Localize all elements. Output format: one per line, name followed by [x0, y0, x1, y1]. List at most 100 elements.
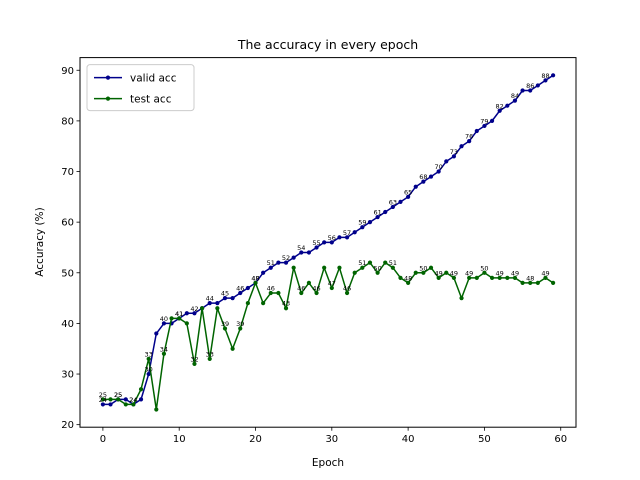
data-point: [314, 290, 319, 296]
data-point: [367, 260, 373, 265]
data-point: [482, 270, 487, 275]
data-point: [344, 290, 350, 296]
data-point: [520, 88, 525, 93]
data-label: 73: [450, 148, 458, 156]
x-axis-ticks: 0 10 20 30 40 50 60: [100, 427, 567, 445]
data-point: [551, 280, 556, 286]
data-point: [383, 209, 388, 215]
x-tick-label: 60: [554, 434, 567, 445]
data-label: 49: [465, 269, 473, 277]
data-label: 39: [236, 320, 244, 328]
data-label: 45: [221, 290, 229, 298]
data-label: 47: [328, 279, 336, 287]
data-point: [428, 174, 434, 179]
data-point: [535, 280, 540, 286]
data-point: [154, 407, 159, 412]
data-point: [421, 270, 426, 275]
data-point: [406, 280, 411, 286]
data-label: 44: [206, 295, 214, 303]
data-point: [352, 270, 357, 275]
data-point: [497, 275, 502, 280]
data-point: [383, 260, 388, 265]
chart-title: The accuracy in every epoch: [237, 37, 418, 52]
data-label: 25: [99, 391, 107, 399]
data-label: 84: [511, 92, 519, 100]
data-label: 51: [389, 259, 397, 267]
data-point: [505, 275, 510, 280]
data-label: 51: [358, 259, 366, 267]
data-label: 55: [312, 239, 320, 247]
data-label: 49: [511, 269, 519, 277]
data-label: 40: [160, 315, 168, 323]
data-label: 25: [114, 391, 122, 399]
y-tick-label: 80: [61, 116, 74, 127]
x-tick-label: 20: [249, 434, 262, 445]
data-labels: 2425243040414244454648515254555657596163…: [99, 72, 550, 404]
data-point: [329, 240, 334, 245]
data-label: 39: [221, 320, 229, 328]
legend-entry: test acc: [130, 94, 172, 106]
data-point: [322, 240, 327, 245]
data-point: [131, 402, 136, 407]
data-point: [138, 387, 144, 392]
data-label: 56: [328, 234, 336, 242]
data-point: [459, 295, 464, 301]
data-point: [436, 275, 441, 280]
data-label: 48: [251, 274, 259, 282]
legend-marker: [105, 96, 111, 101]
data-point: [261, 301, 266, 306]
data-label: 49: [496, 269, 504, 277]
data-point: [276, 290, 281, 296]
data-label: 34: [160, 345, 168, 353]
data-point: [161, 351, 167, 356]
data-label: 79: [480, 117, 488, 125]
data-point: [482, 123, 487, 129]
data-point: [108, 397, 113, 402]
data-label: 51: [267, 259, 275, 267]
data-label: 49: [541, 269, 549, 277]
data-point: [467, 139, 472, 144]
data-point: [215, 306, 220, 311]
data-point: [413, 184, 418, 189]
data-point: [360, 225, 365, 230]
data-point: [467, 275, 472, 280]
data-point: [314, 245, 319, 250]
data-point: [222, 295, 228, 301]
data-label: 49: [435, 269, 443, 277]
data-label: 65: [404, 188, 412, 196]
data-point: [184, 311, 189, 316]
data-label: 76: [465, 133, 473, 141]
data-label: 33: [206, 350, 214, 358]
data-label: 46: [343, 285, 351, 293]
data-point: [474, 128, 479, 134]
data-point: [375, 214, 380, 220]
data-label: 50: [480, 264, 488, 272]
data-point: [123, 397, 128, 402]
data-label: 33: [145, 350, 153, 358]
data-point: [390, 204, 395, 210]
data-point: [444, 270, 449, 275]
data-point: [451, 154, 457, 159]
data-point: [268, 265, 273, 270]
data-label: 48: [251, 274, 259, 282]
data-point: [337, 235, 342, 240]
data-label: 46: [297, 285, 305, 293]
data-point: [543, 78, 548, 83]
data-point: [123, 402, 128, 407]
data-point: [268, 290, 273, 296]
data-label: 30: [145, 366, 153, 374]
data-point: [261, 270, 266, 275]
x-tick-label: 10: [173, 434, 186, 445]
x-tick-label: 50: [478, 434, 491, 445]
x-tick-label: 0: [100, 434, 106, 445]
data-label: 68: [419, 173, 427, 181]
data-point: [543, 275, 548, 280]
data-point: [184, 321, 189, 326]
data-label: 70: [435, 163, 443, 171]
data-point: [291, 255, 296, 260]
x-tick-label: 30: [325, 434, 338, 445]
data-point: [505, 103, 510, 108]
y-tick-label: 40: [61, 319, 74, 330]
data-point: [146, 356, 151, 361]
